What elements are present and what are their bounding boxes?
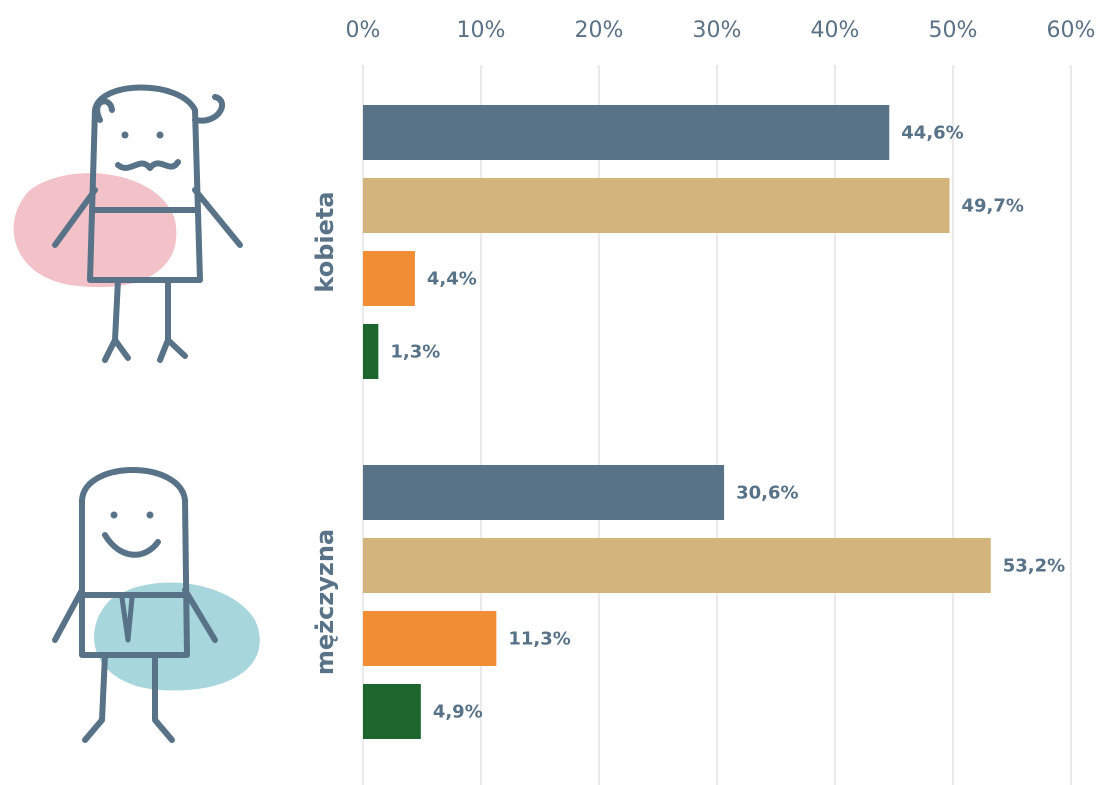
category-label: mężczyzna — [311, 529, 339, 675]
man-illustration — [55, 470, 260, 740]
bar — [363, 251, 415, 306]
value-label: 44,6% — [901, 123, 963, 144]
x-tick-label: 0% — [346, 18, 381, 43]
bar — [363, 465, 724, 520]
x-tick-label: 40% — [811, 18, 860, 43]
value-label: 30,6% — [736, 483, 798, 504]
bar — [363, 684, 421, 739]
chart: 0% 10% 20% 30% 40% 50% 60% kobieta 44,6% 49,7% 4,4… — [0, 0, 1106, 785]
x-tick-label: 60% — [1047, 18, 1096, 43]
value-label: 53,2% — [1003, 556, 1065, 577]
category-label: kobieta — [311, 191, 339, 292]
value-label: 1,3% — [390, 342, 440, 363]
bar — [363, 178, 949, 233]
value-label: 4,4% — [427, 269, 477, 290]
x-tick-label: 10% — [457, 18, 506, 43]
woman-illustration — [14, 88, 240, 361]
bar — [363, 538, 991, 593]
bar — [363, 105, 889, 160]
x-tick-label: 20% — [575, 18, 624, 43]
value-label: 49,7% — [961, 196, 1023, 217]
bar — [363, 324, 378, 379]
bar — [363, 611, 496, 666]
x-tick-label: 30% — [693, 18, 742, 43]
value-label: 4,9% — [433, 702, 483, 723]
value-label: 11,3% — [508, 629, 570, 650]
x-tick-label: 50% — [929, 18, 978, 43]
